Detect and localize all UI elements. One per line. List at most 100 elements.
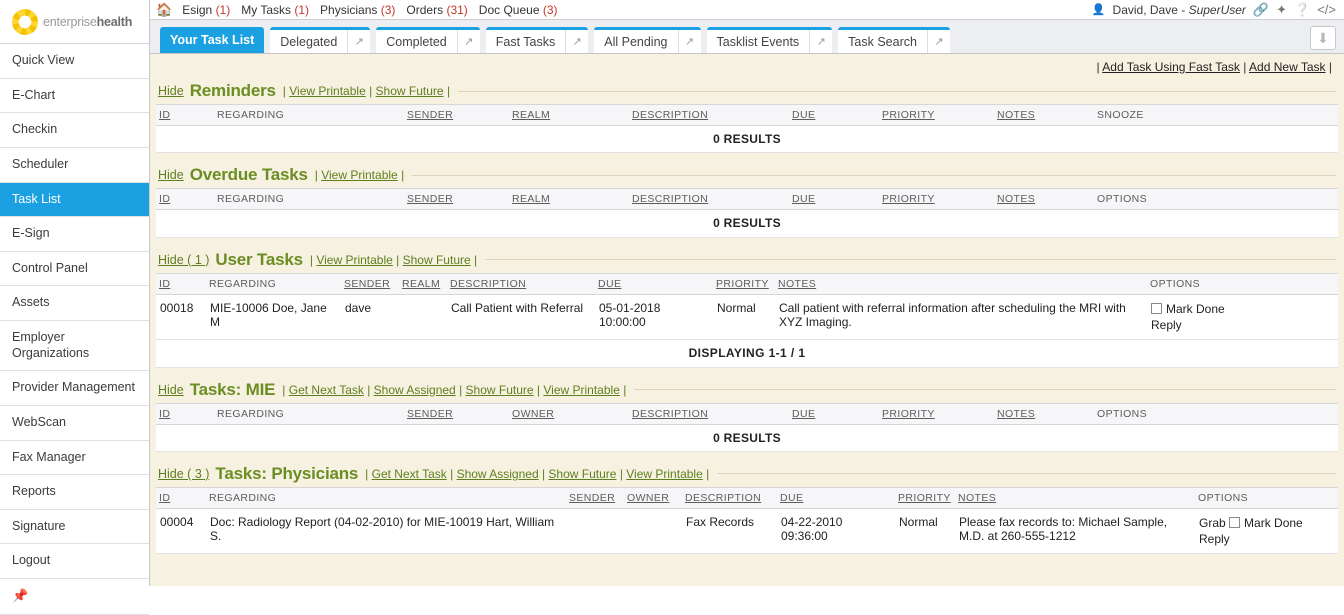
- column-header-id[interactable]: ID: [156, 272, 206, 295]
- popout-icon[interactable]: ↗: [810, 30, 833, 53]
- column-header-notes[interactable]: NOTES: [994, 104, 1094, 126]
- sidebar-item-webscan[interactable]: WebScan: [0, 405, 149, 441]
- code-icon[interactable]: </>: [1317, 2, 1336, 17]
- tab-tasklist-events[interactable]: Tasklist Events ↗: [706, 27, 833, 53]
- popout-icon[interactable]: ↗: [348, 30, 371, 53]
- link-show-assigned[interactable]: Show Assigned: [456, 466, 539, 481]
- column-header-realm[interactable]: REALM: [399, 272, 447, 295]
- column-header-priority[interactable]: PRIORITY: [713, 272, 775, 295]
- column-header-description[interactable]: DESCRIPTION: [447, 272, 595, 295]
- sidebar-item-reports[interactable]: Reports: [0, 475, 149, 510]
- tab-all-pending[interactable]: All Pending ↗: [594, 27, 701, 53]
- link-view-printable[interactable]: View Printable: [316, 252, 393, 267]
- column-header-description[interactable]: DESCRIPTION: [629, 402, 789, 425]
- link-view-printable[interactable]: View Printable: [543, 382, 620, 397]
- popout-icon[interactable]: ↗: [566, 30, 589, 53]
- popout-icon[interactable]: ↗: [678, 30, 701, 53]
- tab-completed[interactable]: Completed ↗: [376, 27, 480, 53]
- add-task-using-fast-task-link[interactable]: Add Task Using Fast Task: [1102, 60, 1240, 74]
- reply-link[interactable]: Reply: [1199, 532, 1230, 547]
- sidebar-item-e-chart[interactable]: E-Chart: [0, 78, 149, 114]
- column-header-realm[interactable]: REALM: [509, 104, 629, 126]
- link-show-future[interactable]: Show Future: [548, 466, 617, 481]
- column-header-sender[interactable]: SENDER: [404, 402, 509, 425]
- popout-icon[interactable]: ↗: [927, 30, 950, 53]
- column-header-id[interactable]: ID: [156, 104, 214, 126]
- column-header-notes[interactable]: NOTES: [955, 486, 1195, 509]
- grab-link[interactable]: Grab: [1199, 515, 1226, 530]
- top-nav-item-doc-queue[interactable]: Doc Queue (3): [479, 3, 558, 17]
- sidebar-item-checkin[interactable]: Checkin: [0, 113, 149, 148]
- sidebar-item-task-list[interactable]: Task List: [0, 182, 149, 218]
- link-get-next-task[interactable]: Get Next Task: [288, 382, 364, 397]
- sidebar-item-scheduler[interactable]: Scheduler: [0, 147, 149, 183]
- mark-done-label[interactable]: Mark Done: [1166, 301, 1225, 316]
- sidebar-pin-button[interactable]: 📌: [0, 579, 149, 615]
- link-view-printable[interactable]: View Printable: [321, 168, 398, 183]
- link-show-future[interactable]: Show Future: [465, 382, 534, 397]
- user-name[interactable]: David, Dave - SuperUser: [1113, 3, 1246, 17]
- tab-fast-tasks[interactable]: Fast Tasks ↗: [485, 27, 589, 53]
- column-header-due[interactable]: DUE: [777, 486, 895, 509]
- column-header-description[interactable]: DESCRIPTION: [629, 104, 789, 126]
- column-header-due[interactable]: DUE: [789, 402, 879, 425]
- wand-icon[interactable]: ✦: [1276, 2, 1288, 17]
- sidebar-item-logout[interactable]: Logout: [0, 544, 149, 579]
- column-header-owner[interactable]: OWNER: [509, 402, 629, 425]
- column-header-due[interactable]: DUE: [789, 104, 879, 126]
- tab-task-search[interactable]: Task Search ↗: [838, 27, 950, 53]
- sidebar-item-employer-organizations[interactable]: Employer Organizations: [0, 321, 149, 372]
- column-header-priority[interactable]: PRIORITY: [879, 188, 994, 211]
- add-new-task-link[interactable]: Add New Task: [1249, 60, 1326, 74]
- column-header-id[interactable]: ID: [156, 188, 214, 211]
- mark-done-label[interactable]: Mark Done: [1244, 515, 1303, 530]
- link-show-future[interactable]: Show Future: [375, 84, 444, 98]
- top-nav-item-physicians[interactable]: Physicians (3): [320, 3, 395, 17]
- top-nav-item-esign[interactable]: Esign (1): [182, 3, 230, 17]
- hide-toggle-tasks-mie[interactable]: Hide: [158, 382, 184, 397]
- column-header-priority[interactable]: PRIORITY: [895, 486, 955, 509]
- column-header-owner[interactable]: OWNER: [624, 486, 682, 509]
- sidebar-item-quick-view[interactable]: Quick View: [0, 44, 149, 79]
- link-show-assigned[interactable]: Show Assigned: [373, 382, 456, 397]
- mark-done-checkbox[interactable]: [1229, 516, 1241, 528]
- hide-toggle-reminders[interactable]: Hide: [158, 84, 184, 98]
- column-header-sender[interactable]: SENDER: [341, 272, 399, 295]
- column-header-sender[interactable]: SENDER: [566, 486, 624, 509]
- link-show-future[interactable]: Show Future: [402, 252, 471, 267]
- hide-toggle-user-tasks[interactable]: Hide ( 1 ): [158, 252, 210, 267]
- column-header-realm[interactable]: REALM: [509, 188, 629, 211]
- column-header-sender[interactable]: SENDER: [404, 104, 509, 126]
- column-header-id[interactable]: ID: [156, 402, 214, 425]
- column-header-description[interactable]: DESCRIPTION: [629, 188, 789, 211]
- hide-toggle-tasks-physicians[interactable]: Hide ( 3 ): [158, 466, 210, 481]
- column-header-notes[interactable]: NOTES: [994, 402, 1094, 425]
- sidebar-item-e-sign[interactable]: E-Sign: [0, 217, 149, 252]
- sidebar-item-assets[interactable]: Assets: [0, 286, 149, 321]
- column-header-due[interactable]: DUE: [789, 188, 879, 211]
- sidebar-item-fax-manager[interactable]: Fax Manager: [0, 440, 149, 476]
- column-header-description[interactable]: DESCRIPTION: [682, 486, 777, 509]
- mark-done-checkbox[interactable]: [1151, 302, 1162, 314]
- link-view-printable[interactable]: View Printable: [289, 84, 366, 98]
- table-row[interactable]: 00004 Doc: Radiology Report (04-02-2010) …: [156, 508, 1338, 555]
- column-header-priority[interactable]: PRIORITY: [879, 402, 994, 425]
- column-header-id[interactable]: ID: [156, 486, 206, 509]
- reply-link[interactable]: Reply: [1151, 317, 1182, 332]
- sidebar-item-control-panel[interactable]: Control Panel: [0, 251, 149, 287]
- column-header-priority[interactable]: PRIORITY: [879, 104, 994, 126]
- top-nav-item-my-tasks[interactable]: My Tasks (1): [241, 3, 309, 17]
- download-arrow-icon[interactable]: ⬇: [1310, 26, 1336, 50]
- tab-delegated[interactable]: Delegated ↗: [270, 27, 371, 53]
- top-nav-item-orders[interactable]: Orders (31): [406, 3, 467, 17]
- help-icon[interactable]: ❔: [1294, 2, 1311, 17]
- sidebar-item-signature[interactable]: Signature: [0, 509, 149, 545]
- popout-icon[interactable]: ↗: [457, 30, 480, 53]
- tab-your-task-list[interactable]: Your Task List: [160, 27, 265, 53]
- link-get-next-task[interactable]: Get Next Task: [371, 466, 447, 481]
- hide-toggle-overdue-tasks[interactable]: Hide: [158, 168, 184, 183]
- sidebar-item-provider-management[interactable]: Provider Management: [0, 371, 149, 406]
- column-header-notes[interactable]: NOTES: [994, 188, 1094, 211]
- home-icon[interactable]: 🏠: [156, 2, 173, 17]
